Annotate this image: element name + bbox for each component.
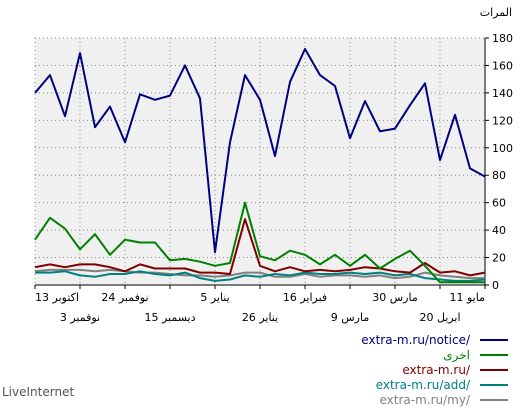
legend-label: extra-m.ru/ [402, 362, 470, 377]
x-tick-label: 16 فبراير [283, 291, 327, 304]
footer-brand: LiveInternet [2, 385, 75, 399]
series-line [34, 218, 486, 277]
legend-label: extra-m.ru/my/ [379, 392, 470, 407]
series-layer [34, 48, 486, 284]
y-tick-label: 60 [492, 197, 506, 210]
series-line [34, 48, 486, 254]
y-tick-label: 80 [492, 169, 506, 182]
x-tick-label: 9 مارس [331, 311, 370, 324]
series-line [34, 201, 485, 284]
legend-label: اخرى [443, 347, 470, 362]
legend-item: extra-m.ru/notice/ [208, 332, 508, 347]
x-tick-label: 5 يناير [200, 291, 229, 304]
legend-swatch [480, 368, 508, 371]
grid [34, 37, 486, 285]
axes [34, 37, 489, 289]
y-tick-label: 40 [492, 224, 506, 237]
y-tick-label: 120 [492, 114, 513, 127]
plot-area [35, 38, 485, 285]
y-tick-label: 0 [492, 279, 499, 292]
series-line [34, 268, 485, 280]
legend-swatch [480, 383, 508, 386]
legend-item: extra-m.ru/my/ [208, 392, 508, 407]
x-tick-label: 30 مارس [372, 291, 418, 304]
y-axis-ticks: 0 20 40 60 80 100 120 140 160 180 [492, 32, 513, 292]
legend-swatch [480, 338, 508, 341]
y-tick-label: 140 [492, 87, 513, 100]
series-line [35, 270, 486, 282]
x-tick-label: 11 مايو [450, 291, 486, 304]
x-tick-label: 13 اكتوبر [35, 291, 79, 304]
legend-swatch [480, 398, 508, 401]
legend-item: extra-m.ru/ [208, 362, 508, 377]
legend-item: extra-m.ru/add/ [208, 377, 508, 392]
y-tick-label: 160 [492, 59, 513, 72]
legend: extra-m.ru/notice/اخرى extra-m.ru/extra-m… [208, 332, 508, 407]
legend-item: اخرى [208, 347, 508, 362]
y-axis-label: المرات [480, 6, 512, 19]
legend-label: extra-m.ru/notice/ [361, 332, 470, 347]
x-tick-label: 20 ابريل [419, 311, 460, 324]
x-tick-label: 15 ديسمبر [144, 311, 195, 324]
y-tick-label: 100 [492, 142, 513, 155]
legend-swatch [480, 353, 508, 356]
x-tick-label: 3 نوفمبر [60, 311, 100, 324]
y-tick-label: 20 [492, 252, 506, 265]
x-tick-label: 24 نوفمبر [101, 291, 148, 304]
legend-label: extra-m.ru/add/ [375, 377, 470, 392]
y-tick-label: 180 [492, 32, 513, 45]
x-tick-label: 26 يناير [242, 311, 278, 324]
